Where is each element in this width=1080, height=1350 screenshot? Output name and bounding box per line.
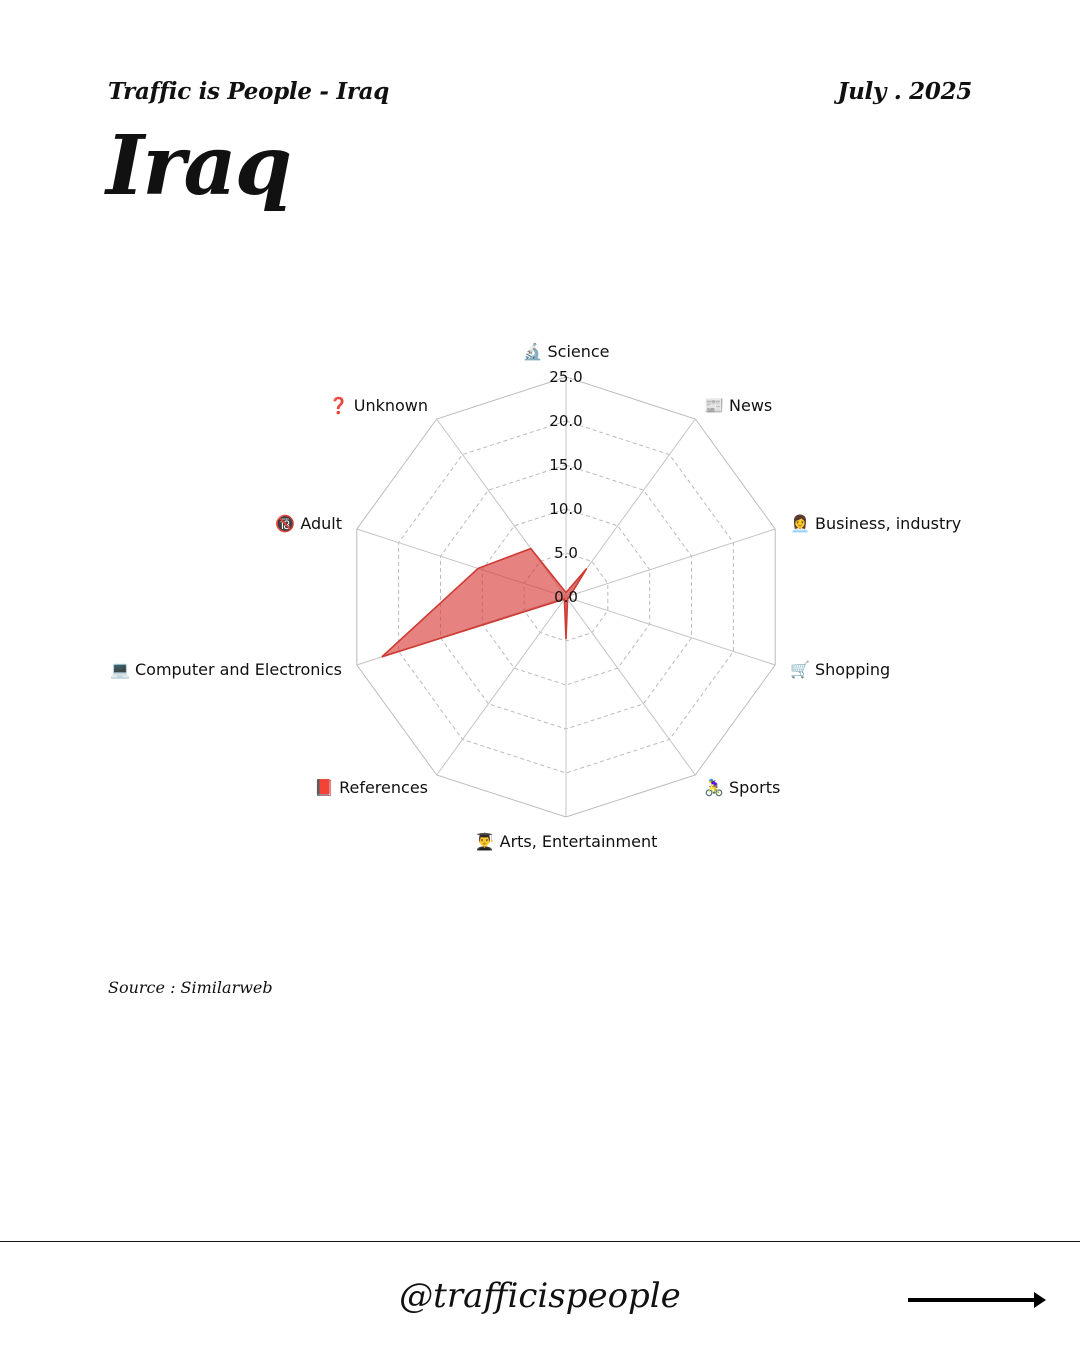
radar-chart: 0.0 5.0 10.0 15.0 20.0 25.0 🔬 Science 📰 News 👩‍… — [110, 342, 961, 851]
date-label: July . 2025 — [837, 78, 973, 105]
series-kicker: Traffic is People - Iraq — [108, 78, 390, 105]
page-title: Iraq — [106, 118, 292, 214]
category-label: ❓ Unknown — [329, 396, 428, 415]
category-label: 👩‍💼 Business, industry — [790, 514, 961, 533]
r-tick-label: 25.0 — [549, 368, 582, 386]
series-polygon — [381, 547, 588, 658]
category-label: 🔞 Adult — [275, 514, 342, 533]
category-labels: 🔬 Science 📰 News 👩‍💼 Business, industry 🛒 S… — [110, 342, 961, 851]
r-tick-label: 10.0 — [549, 500, 582, 518]
r-tick-label: 0.0 — [554, 588, 578, 606]
category-label: 🚴‍♀️ Sports — [704, 778, 780, 797]
radial-ticks: 0.0 5.0 10.0 15.0 20.0 25.0 — [549, 368, 582, 606]
category-label: 🛒 Shopping — [790, 660, 890, 679]
social-handle: @trafficispeople — [399, 1276, 681, 1316]
next-arrow-icon[interactable] — [906, 1288, 1048, 1312]
grid-spoke — [565, 418, 696, 598]
footer-divider — [0, 1241, 1080, 1242]
data-layer — [381, 547, 588, 658]
grid-spoke — [436, 596, 567, 776]
r-tick-label: 20.0 — [549, 412, 582, 430]
r-tick-label: 5.0 — [554, 544, 578, 562]
category-label: 📰 News — [704, 396, 772, 415]
category-label: 💻 Computer and Electronics — [110, 660, 342, 679]
grid-spoke — [565, 596, 776, 666]
grid-ring — [398, 420, 734, 774]
category-label: 📕 References — [314, 778, 428, 797]
grid-spoke — [565, 596, 696, 776]
r-tick-label: 15.0 — [549, 456, 582, 474]
source-note: Source : Similarweb — [108, 978, 273, 997]
grid-spoke — [565, 528, 776, 598]
category-label: 👨‍🎓 Arts, Entertainment — [475, 832, 658, 851]
category-label: 🔬 Science — [522, 342, 609, 361]
